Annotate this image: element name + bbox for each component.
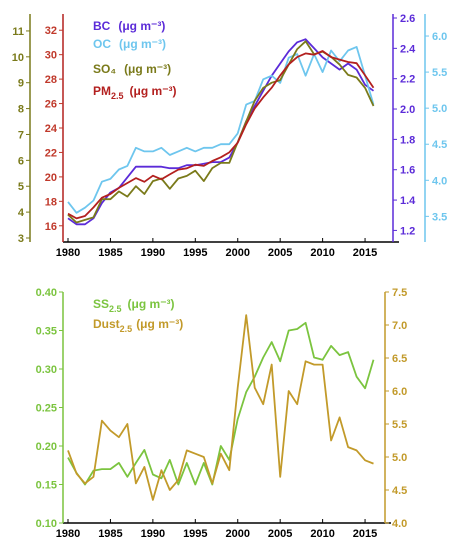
x-tick-label: 2005	[268, 247, 292, 259]
ss-axis-tick-label: 0.35	[36, 326, 57, 338]
bc-axis-tick-label: 2.4	[400, 43, 416, 55]
x-tick-label: 1980	[56, 528, 80, 540]
bc-axis-tick-label: 2.6	[400, 13, 415, 25]
x-tick-label: 1995	[183, 528, 207, 540]
oc-axis-tick-label: 6.0	[432, 31, 447, 43]
x-tick-label: 1995	[183, 247, 207, 259]
top-panel: 1980 1985 1990 1995 2000 2005 2010 20151.21.41.…	[12, 13, 448, 259]
pm-axis-tick-label: 22	[45, 147, 57, 159]
so4-axis-tick-label: 6	[18, 155, 24, 167]
x-tick-label: 2015	[353, 528, 377, 540]
x-tick-label: 1985	[98, 247, 122, 259]
so4-axis-tick-label: 5	[18, 181, 24, 193]
series-line-dust-bottom	[67, 314, 374, 501]
pm-axis-tick-label: 20	[45, 172, 57, 184]
pm-axis-tick-label: 18	[45, 196, 57, 208]
legend-bc-label: BC (μg m⁻³)	[93, 19, 165, 33]
so4-axis-tick-label: 10	[12, 52, 24, 64]
oc-axis-tick-label: 3.5	[432, 211, 447, 223]
bc-axis-tick-label: 2.2	[400, 74, 415, 86]
x-tick-label: 1980	[56, 247, 80, 259]
dust-axis-tick-label: 5.0	[392, 452, 407, 464]
oc-axis-tick-label: 4.0	[432, 175, 447, 187]
ss-axis-tick-label: 0.20	[36, 441, 57, 453]
ss-axis-tick-label: 0.10	[36, 518, 57, 530]
x-tick-label: 2000	[226, 247, 250, 259]
pm-axis-tick-label: 32	[45, 25, 57, 37]
so4-axis-tick-label: 9	[18, 78, 24, 90]
dust-axis-tick-label: 7.5	[392, 287, 407, 299]
dust-axis-tick-label: 6.5	[392, 353, 407, 365]
x-tick-label: 2015	[353, 247, 377, 259]
top-legend: BC (μg m⁻³) OC (μg m⁻³) SO₄ (μg m⁻³) PM2.5(…	[93, 19, 177, 101]
pm-axis-tick-label: 28	[45, 74, 57, 86]
so4-axis-tick-label: 8	[18, 104, 24, 116]
x-tick-label: 1990	[141, 247, 165, 259]
ss-axis-tick-label: 0.25	[36, 403, 57, 415]
series-line-oc-top	[67, 46, 375, 214]
legend-oc-label: OC (μg m⁻³)	[93, 37, 166, 51]
dust-axis-tick-label: 7.0	[392, 320, 407, 332]
ss-axis-tick-label: 0.15	[36, 480, 57, 492]
ss-axis-tick-label: 0.30	[36, 364, 57, 376]
dust-axis-tick-label: 4.0	[392, 518, 407, 530]
pm-axis-tick-label: 30	[45, 50, 57, 62]
pm-axis-tick-label: 26	[45, 99, 57, 111]
oc-axis-tick-label: 4.5	[432, 139, 447, 151]
dust-axis-tick-label: 4.5	[392, 485, 407, 497]
legend-ss-label: SS2.5 (μg m⁻³)	[93, 297, 175, 314]
dust-axis-tick-label: 5.5	[392, 419, 407, 431]
so4-axis-tick-label: 3	[18, 233, 24, 245]
bc-axis-tick-label: 1.4	[400, 195, 416, 207]
x-tick-label: 1990	[141, 528, 165, 540]
dust-axis-tick-label: 6.0	[392, 386, 407, 398]
legend-so4-label: SO₄ (μg m⁻³)	[93, 62, 171, 76]
so4-axis-tick-label: 4	[18, 207, 25, 219]
pm-axis-tick-label: 24	[45, 123, 58, 135]
pm-axis-tick-label: 16	[45, 221, 57, 233]
so4-axis-tick-label: 7	[18, 129, 24, 141]
ss-axis-tick-label: 0.40	[36, 287, 57, 299]
x-tick-label: 2010	[310, 247, 334, 259]
x-tick-label: 2010	[310, 528, 334, 540]
bottom-legend: SS2.5 (μg m⁻³) Dust2.5 (μg m⁻³)	[93, 297, 183, 334]
bottom-panel: 1980 1985 1990 1995 2000 2005 2010 2015 0.10 0.15…	[36, 287, 408, 540]
bc-axis-tick-label: 2.0	[400, 104, 415, 116]
oc-axis-tick-label: 5.0	[432, 103, 447, 115]
x-tick-label: 2005	[268, 528, 292, 540]
series-line-pm-top	[67, 50, 375, 220]
legend-pm-label: PM2.5 (μg m⁻³)	[93, 84, 177, 101]
bc-axis-tick-label: 1.6	[400, 165, 415, 177]
x-tick-label: 1985	[98, 528, 122, 540]
legend-dust-label: Dust2.5 (μg m⁻³)	[93, 317, 183, 334]
bc-axis-tick-label: 1.8	[400, 134, 415, 146]
so4-axis-tick-label: 11	[12, 26, 24, 38]
bc-axis-tick-label: 1.2	[400, 225, 415, 237]
oc-axis-tick-label: 5.5	[432, 67, 447, 79]
series-line-ss-bottom	[67, 321, 375, 486]
x-tick-label: 2000	[226, 528, 250, 540]
